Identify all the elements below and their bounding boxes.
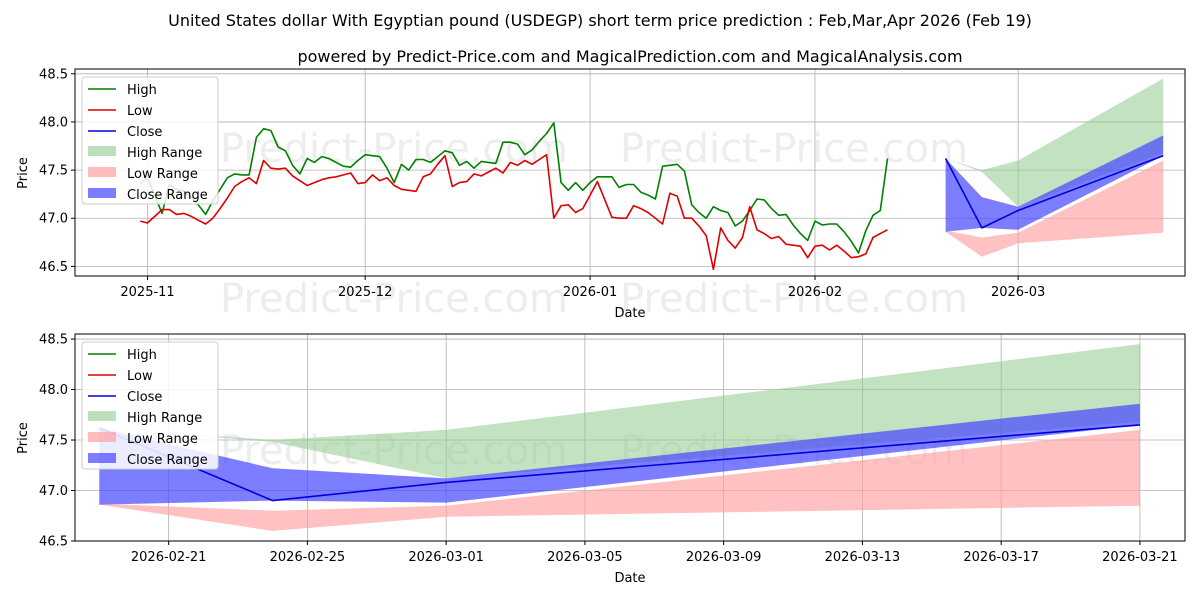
figure-subtitle: powered by Predict-Price.com and Magical… (297, 47, 962, 66)
x-tick-label: 2026-03-09 (686, 550, 762, 565)
x-tick-label: 2026-03-01 (408, 550, 484, 565)
figure-title: United States dollar With Egyptian pound… (168, 11, 1032, 30)
y-tick-label: 48.5 (39, 333, 68, 348)
legend-close-label: Close (127, 390, 162, 405)
y-tick-label: 47.5 (39, 164, 68, 179)
high-series-line (139, 122, 889, 254)
y-tick-label: 47.0 (39, 212, 68, 227)
legend-high-label: High (127, 348, 157, 363)
legend-low-label: Low (127, 104, 153, 119)
top-watermark: Predict-Price.com (220, 276, 568, 322)
legend-low-range-label: Low Range (127, 167, 198, 182)
top-panel: Predict-Price.com Predict-Price.com Pred… (16, 67, 1186, 322)
legend-high-range-label: High Range (127, 146, 202, 161)
top-legend: High Low Close High Range Low Range Clos… (81, 76, 219, 205)
y-tick-label: 48.0 (39, 115, 68, 130)
high-range-band (945, 78, 1164, 207)
x-tick-label: 2026-02-25 (270, 550, 346, 565)
bottom-xlabel: Date (614, 571, 645, 586)
x-tick-label: 2026-03 (991, 285, 1045, 300)
top-axes-frame (74, 68, 1186, 277)
bottom-panel: Predict-Price.com Predict-Price.com 46.5… (16, 333, 1186, 586)
y-tick-label: 47.5 (39, 434, 68, 449)
top-watermark: Predict-Price.com (620, 276, 968, 322)
legend-close-range-swatch (88, 453, 116, 463)
top-watermark: Predict-Price.com (220, 126, 568, 172)
legend-low-label: Low (127, 369, 153, 384)
legend-close-range-swatch (88, 188, 116, 198)
x-tick-label: 2026-03-13 (825, 550, 901, 565)
x-tick-label: 2026-02-21 (131, 550, 207, 565)
high-range-band (99, 344, 1140, 479)
close-range-band (945, 135, 1164, 232)
legend-high-range-label: High Range (127, 411, 202, 426)
top-lines (139, 122, 1164, 271)
y-tick-label: 46.5 (39, 260, 68, 275)
legend-low-range-swatch (88, 432, 116, 442)
legend-high-range-swatch (88, 411, 116, 421)
y-tick-label: 48.5 (39, 67, 68, 82)
y-tick-label: 48.0 (39, 383, 68, 398)
bottom-ticks: 46.5 47.0 47.5 48.0 48.5 2026-02-21 2026-02-25… (39, 333, 1178, 565)
y-tick-label: 47.0 (39, 484, 68, 499)
top-ylabel: Price (16, 157, 31, 189)
top-ticks: 46.5 47.0 47.5 48.0 48.5 2025-11 2025-12 2026-0… (39, 67, 1045, 300)
legend-high-label: High (127, 83, 157, 98)
x-tick-label: 2025-12 (338, 285, 392, 300)
bottom-axes-frame (74, 333, 1186, 542)
bottom-range-bands (99, 344, 1140, 531)
x-tick-label: 2026-03-17 (963, 550, 1039, 565)
legend-high-range-swatch (88, 146, 116, 156)
legend-close-range-label: Close Range (127, 453, 208, 468)
top-xlabel: Date (614, 306, 645, 321)
legend-low-range-label: Low Range (127, 432, 198, 447)
legend-close-label: Close (127, 125, 162, 140)
close-series-line (944, 154, 1164, 229)
x-tick-label: 2026-01 (563, 285, 617, 300)
bottom-legend: High Low Close High Range Low Range Clos… (81, 341, 219, 470)
x-tick-label: 2025-11 (120, 285, 174, 300)
legend-low-range-swatch (88, 167, 116, 177)
low-series-line (140, 153, 888, 271)
bottom-ylabel: Price (16, 422, 31, 454)
top-range-bands (945, 78, 1164, 257)
low-range-band (945, 160, 1164, 257)
x-tick-label: 2026-03-05 (547, 550, 623, 565)
legend-close-range-label: Close Range (127, 188, 208, 203)
x-tick-label: 2026-02 (788, 285, 842, 300)
low-range-band (99, 429, 1140, 531)
close-range-band (99, 403, 1140, 505)
y-tick-label: 46.5 (39, 535, 68, 550)
x-tick-label: 2026-03-21 (1102, 550, 1178, 565)
